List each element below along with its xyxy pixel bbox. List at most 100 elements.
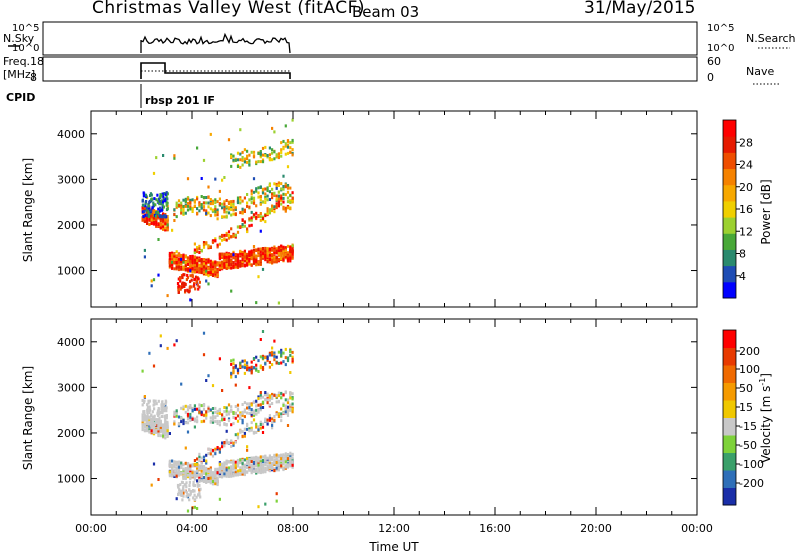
range-gate-cell [236, 368, 240, 372]
range-gate-cell [268, 414, 271, 418]
range-gate-cell [184, 264, 187, 268]
range-gate-cell [264, 195, 267, 199]
range-gate-cell [165, 191, 168, 195]
range-gate-cell [221, 413, 224, 417]
range-gate-cell [221, 463, 224, 467]
range-gate-cell [202, 413, 206, 417]
range-gate-cell [214, 406, 217, 410]
range-gate-cell [148, 223, 151, 226]
range-gate-cell [261, 200, 265, 204]
range-gate-cell [268, 418, 271, 422]
range-gate-cell [202, 477, 206, 481]
range-gate-cell [177, 422, 181, 426]
range-gate-cell [230, 409, 233, 413]
x-tick-label: 04:00 [176, 522, 208, 535]
colorbar-tick-label: -15 [739, 420, 757, 433]
colorbar-tick-label: 28 [739, 136, 753, 149]
range-gate-cell [261, 422, 265, 426]
range-gate-cell [275, 197, 278, 201]
range-gate-cell [246, 201, 249, 205]
range-gate-cell [255, 204, 258, 208]
range-gate-cell [255, 259, 258, 263]
range-gate-cell [200, 420, 203, 424]
range-gate-cell [218, 253, 221, 257]
range-gate-cell [175, 205, 178, 209]
range-gate-cell [193, 265, 196, 269]
range-gate-cell [218, 450, 221, 454]
range-gate-cell [189, 419, 192, 422]
range-gate-cell [147, 399, 150, 403]
range-gate-cell [218, 242, 221, 246]
range-gate-cell [156, 193, 159, 197]
range-gate-cell [234, 265, 237, 269]
range-gate-cell [209, 476, 212, 480]
range-gate-cell [248, 217, 251, 221]
range-gate-cell [171, 260, 174, 264]
power-ylabel: Slant Range [km] [21, 158, 35, 262]
range-gate-cell [209, 262, 212, 266]
range-gate-cell [236, 371, 240, 375]
range-gate-cell [189, 468, 192, 472]
range-gate-cell [255, 263, 258, 267]
range-gate-cell [181, 276, 184, 280]
range-gate-cell [248, 260, 251, 264]
range-gate-cell [209, 448, 212, 452]
range-gate-cell [216, 243, 219, 247]
range-gate-cell [241, 158, 244, 162]
range-gate-cell [200, 410, 203, 414]
range-gate-cell [268, 353, 271, 357]
range-gate-cell [216, 217, 219, 221]
nsky-label: N.Sky [3, 32, 35, 45]
range-gate-cell [257, 260, 260, 264]
range-gate-cell [205, 279, 208, 283]
range-gate-cell [223, 176, 226, 179]
range-gate-cell [284, 193, 287, 197]
range-gate-cell [259, 468, 262, 472]
range-gate-cell [225, 258, 228, 262]
range-gate-cell [232, 253, 235, 257]
range-gate-cell [291, 355, 294, 359]
range-gate-cell [230, 203, 233, 207]
range-gate-cell [160, 208, 164, 212]
range-gate-cell [189, 404, 192, 407]
range-gate-cell [277, 412, 280, 416]
range-gate-cell [259, 152, 262, 156]
range-gate-cell [173, 219, 176, 222]
range-gate-cell [155, 210, 158, 214]
range-gate-cell [205, 264, 208, 268]
range-gate-cell [280, 348, 283, 352]
range-gate-cell [202, 471, 206, 475]
range-gate-cell [225, 215, 228, 219]
range-gate-cell [284, 465, 287, 469]
range-gate-cell [211, 270, 215, 274]
range-gate-cell [205, 466, 208, 470]
range-gate-cell [198, 479, 201, 483]
range-gate-cell [182, 260, 185, 264]
range-gate-cell [250, 471, 253, 475]
range-gate-cell [261, 191, 265, 195]
range-gate-cell [216, 471, 219, 475]
range-gate-cell [239, 469, 242, 472]
range-gate-cell [289, 250, 292, 254]
range-gate-cell [243, 196, 246, 200]
range-gate-cell [214, 208, 217, 211]
range-gate-cell [275, 249, 278, 253]
range-gate-cell [161, 400, 164, 404]
range-gate-cell [218, 407, 221, 411]
range-gate-cell [277, 249, 280, 253]
range-gate-cell [189, 198, 192, 202]
range-gate-cell [225, 471, 228, 475]
range-gate-cell [284, 144, 287, 148]
range-gate-cell [252, 413, 256, 417]
range-gate-cell [200, 466, 203, 470]
range-gate-cell [209, 259, 212, 263]
range-gate-cell [232, 459, 235, 463]
range-gate-cell [173, 252, 176, 256]
range-gate-cell [189, 257, 192, 261]
range-gate-cell [252, 401, 256, 404]
range-gate-cell [243, 431, 246, 435]
range-gate-cell [291, 456, 294, 460]
range-gate-cell [289, 353, 292, 357]
range-gate-cell [185, 485, 188, 489]
colorbar-swatch [723, 435, 736, 453]
